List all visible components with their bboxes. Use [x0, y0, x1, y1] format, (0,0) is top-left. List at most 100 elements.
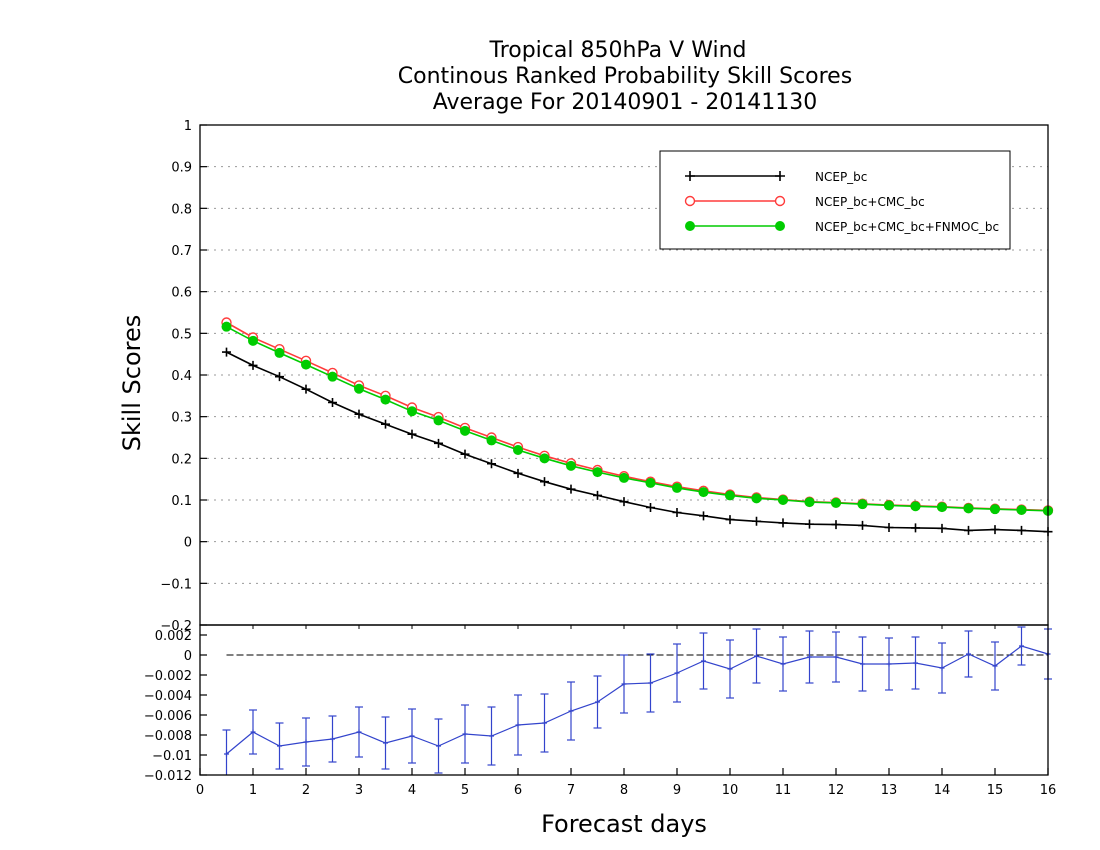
x-tick-label: 5	[461, 783, 469, 798]
chart-title: Tropical 850hPa V Wind	[488, 38, 746, 63]
data-point-filled-circle	[407, 406, 417, 417]
y-tick-label: 0.7	[171, 244, 192, 259]
difference-point	[595, 699, 600, 705]
x-tick-label: 8	[620, 783, 628, 798]
chart-subtitle: Continous Ranked Probability Skill Score…	[398, 64, 852, 89]
x-tick-label: 11	[775, 783, 792, 798]
data-point-filled-circle	[274, 347, 285, 358]
x-tick-label: 3	[355, 783, 363, 798]
difference-point	[330, 736, 335, 742]
difference-point	[568, 708, 574, 714]
data-point-filled-circle	[831, 497, 841, 508]
difference-point	[727, 666, 733, 672]
data-point-filled-circle	[513, 445, 523, 455]
legend-box	[659, 150, 1011, 250]
y-tick-label: 0.9	[171, 161, 192, 176]
data-point-plus	[593, 490, 602, 500]
x-tick-label: 9	[673, 783, 681, 798]
legend-entry-ncep-cmc: NCEP_bc+CMC_bc	[684, 195, 925, 209]
legend-label-ncep-cmc: NCEP_bc+CMC_bc	[815, 195, 925, 209]
x-axis-label: Forecast days	[541, 810, 707, 838]
data-point-filled-circle	[672, 482, 682, 493]
x-tick-label: 12	[828, 783, 845, 798]
data-point-plus	[354, 409, 364, 419]
chart-period: Average For 20140901 - 20141130	[433, 90, 818, 115]
data-point-filled-circle	[698, 487, 709, 498]
data-point-filled-circle	[778, 495, 788, 505]
difference-point	[515, 722, 521, 728]
y-tick-label: 0.1	[171, 494, 192, 509]
data-point-plus	[990, 525, 1000, 535]
data-point-plus	[672, 508, 682, 517]
bottom-panel-y-ticks: 0.002 0 −0.002 −0.004 −0.006 −0.008 −0.01 −0.01…	[144, 629, 207, 784]
data-point-plus	[540, 477, 549, 487]
difference-point	[303, 739, 309, 745]
x-axis-ticks: 0 1 2 3 4 5 6 7 8 9 10 11 12 13 14 15 16	[196, 625, 1056, 798]
data-point-filled-circle	[301, 359, 311, 370]
x-tick-label: 15	[987, 783, 1004, 798]
data-point-plus	[407, 429, 417, 439]
data-point-plus	[937, 523, 947, 533]
difference-point	[489, 733, 494, 739]
data-point-plus	[381, 419, 390, 429]
data-point-plus	[248, 360, 258, 370]
difference-point	[409, 733, 415, 739]
legend-open-circle-marker	[774, 195, 786, 207]
top-panel-series	[221, 317, 1054, 537]
difference-point	[674, 670, 680, 676]
data-point-plus	[275, 372, 284, 382]
legend: NCEP_bc NCEP_bc+CMC_bc NCEP_bc+CMC_bc+FN…	[659, 150, 1011, 250]
data-point-plus	[858, 520, 867, 530]
legend-label-ncep-bc: NCEP_bc	[815, 170, 867, 184]
difference-point	[542, 720, 547, 726]
data-point-filled-circle	[460, 425, 470, 436]
difference-point	[807, 654, 812, 660]
data-point-plus	[884, 523, 894, 532]
y-tick-label: −0.012	[144, 769, 192, 784]
data-point-plus	[831, 520, 841, 530]
legend-entry-ncep-bc: NCEP_bc	[685, 170, 867, 184]
data-point-filled-circle	[1016, 505, 1027, 515]
y-tick-label: −0.008	[144, 729, 192, 744]
data-point-filled-circle	[486, 435, 497, 446]
data-point-plus	[646, 503, 655, 512]
data-point-plus	[752, 516, 761, 526]
x-tick-label: 7	[567, 783, 575, 798]
data-point-filled-circle	[592, 467, 603, 478]
difference-point	[250, 729, 256, 735]
data-point-filled-circle	[433, 415, 444, 426]
difference-point	[913, 660, 918, 666]
difference-point	[462, 731, 468, 737]
data-point-plus	[1017, 525, 1026, 535]
y-tick-label: 0.2	[171, 452, 192, 467]
difference-point	[992, 663, 998, 669]
y-tick-label: 0.8	[171, 202, 192, 217]
data-point-filled-circle	[566, 460, 576, 471]
legend-entry-ncep-cmc-fnmoc: NCEP_bc+CMC_bc+FNMOC_bc	[685, 220, 999, 234]
data-point-plus	[699, 511, 708, 521]
legend-plus-marker	[685, 171, 785, 181]
data-point-filled-circle	[725, 490, 735, 501]
legend-filled-circle-marker	[775, 221, 785, 231]
data-point-filled-circle	[327, 371, 338, 382]
data-point-filled-circle	[751, 493, 762, 504]
difference-point	[383, 740, 388, 746]
y-tick-label: −0.01	[152, 749, 192, 764]
data-point-filled-circle	[884, 500, 894, 511]
data-point-filled-circle	[354, 383, 364, 394]
y-tick-label: 0.4	[171, 369, 192, 384]
difference-point	[966, 651, 971, 657]
data-point-filled-circle	[937, 502, 947, 513]
data-point-filled-circle	[804, 497, 815, 508]
chart-titles: Tropical 850hPa V Wind Continous Ranked …	[398, 38, 852, 115]
x-tick-label: 10	[722, 783, 739, 798]
difference-point	[356, 729, 362, 735]
y-tick-label: −0.002	[144, 669, 192, 684]
data-point-filled-circle	[990, 504, 1000, 515]
x-tick-label: 2	[302, 783, 310, 798]
data-point-plus	[911, 523, 920, 533]
x-tick-label: 13	[881, 783, 898, 798]
difference-line-0	[226, 645, 1049, 755]
bottom-panel-series	[222, 626, 1052, 775]
